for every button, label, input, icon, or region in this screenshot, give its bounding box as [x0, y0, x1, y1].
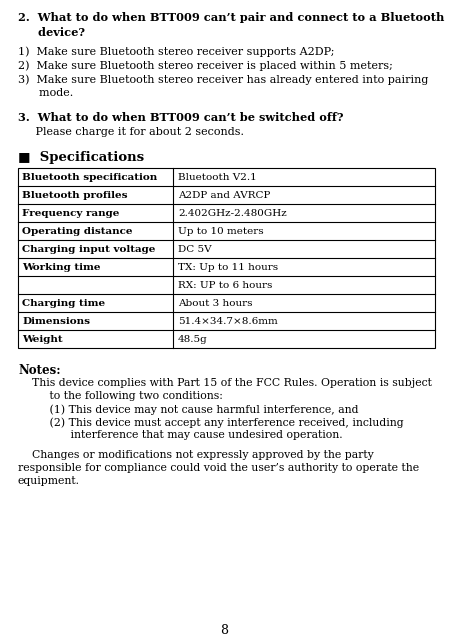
Text: About 3 hours: About 3 hours [178, 298, 252, 307]
Text: Frequency range: Frequency range [22, 209, 119, 218]
Text: (1) This device may not cause harmful interference, and: (1) This device may not cause harmful in… [18, 404, 358, 415]
Text: (2) This device must accept any interference received, including: (2) This device must accept any interfer… [18, 417, 404, 428]
Text: interference that may cause undesired operation.: interference that may cause undesired op… [18, 430, 343, 440]
Text: Bluetooth V2.1: Bluetooth V2.1 [178, 173, 257, 182]
Bar [18, 168, 435, 348]
Text: Bluetooth profiles: Bluetooth profiles [22, 191, 128, 200]
Text: Bluetooth specification: Bluetooth specification [22, 173, 157, 182]
Text: to the following two conditions:: to the following two conditions: [18, 391, 223, 401]
Text: 3)  Make sure Bluetooth stereo receiver has already entered into pairing
      m: 3) Make sure Bluetooth stereo receiver h… [18, 74, 428, 98]
Text: Up to 10 meters: Up to 10 meters [178, 227, 264, 236]
Text: 51.4×34.7×8.6mm: 51.4×34.7×8.6mm [178, 317, 278, 326]
Text: TX: Up to 11 hours: TX: Up to 11 hours [178, 262, 278, 271]
Text: Changes or modifications not expressly approved by the party: Changes or modifications not expressly a… [18, 450, 374, 460]
Text: Charging time: Charging time [22, 298, 105, 307]
Text: DC 5V: DC 5V [178, 244, 211, 253]
Text: ■  Specifications: ■ Specifications [18, 151, 144, 164]
Text: 48.5g: 48.5g [178, 335, 208, 344]
Text: A2DP and AVRCP: A2DP and AVRCP [178, 191, 270, 200]
Text: Working time: Working time [22, 262, 101, 271]
Text: 2.402GHz-2.480GHz: 2.402GHz-2.480GHz [178, 209, 287, 218]
Text: 2)  Make sure Bluetooth stereo receiver is placed within 5 meters;: 2) Make sure Bluetooth stereo receiver i… [18, 60, 393, 70]
Text: 2.  What to do when BTT009 can’t pair and connect to a Bluetooth
     device?: 2. What to do when BTT009 can’t pair and… [18, 12, 445, 38]
Text: Operating distance: Operating distance [22, 227, 132, 236]
Text: 1)  Make sure Bluetooth stereo receiver supports A2DP;: 1) Make sure Bluetooth stereo receiver s… [18, 46, 335, 56]
Text: Notes:: Notes: [18, 364, 61, 377]
Text: RX: UP to 6 hours: RX: UP to 6 hours [178, 280, 273, 289]
Text: Dimensions: Dimensions [22, 317, 90, 326]
Text: responsible for compliance could void the user’s authority to operate the: responsible for compliance could void th… [18, 463, 419, 473]
Text: This device complies with Part 15 of the FCC Rules. Operation is subject: This device complies with Part 15 of the… [18, 378, 432, 388]
Text: Please charge it for about 2 seconds.: Please charge it for about 2 seconds. [18, 127, 244, 137]
Text: 3.  What to do when BTT009 can’t be switched off?: 3. What to do when BTT009 can’t be switc… [18, 112, 343, 123]
Text: equipment.: equipment. [18, 476, 80, 486]
Text: 8: 8 [220, 623, 229, 637]
Text: Charging input voltage: Charging input voltage [22, 244, 155, 253]
Text: Weight: Weight [22, 335, 62, 344]
